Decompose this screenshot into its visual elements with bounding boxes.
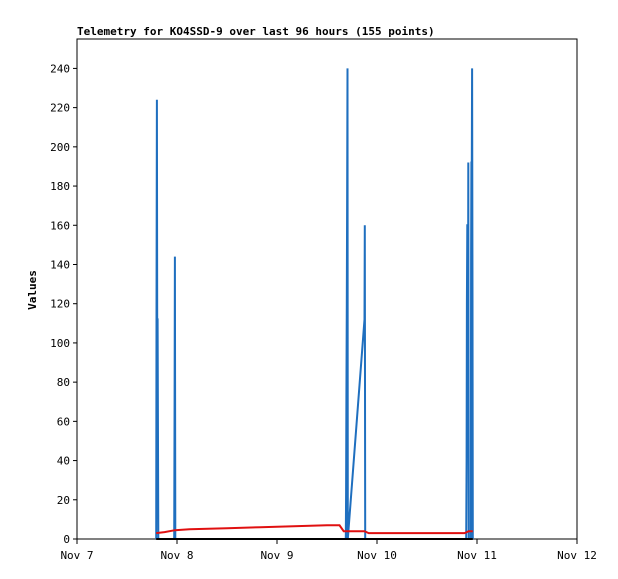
series-line-2: [156, 524, 473, 535]
y-tick-label: 120: [50, 298, 70, 311]
y-tick-label: 160: [50, 219, 70, 232]
y-tick-label: 220: [50, 102, 70, 115]
chart-title: Telemetry for KO4SSD-9 over last 96 hour…: [77, 25, 435, 38]
y-tick-label: 80: [57, 376, 70, 389]
y-tick-label: 60: [57, 415, 70, 428]
y-tick-label: 180: [50, 180, 70, 193]
y-tick-label: 40: [57, 455, 70, 468]
x-tick-label: Nov 9: [260, 549, 293, 562]
x-tick-label: Nov 10: [357, 549, 397, 562]
y-tick-label: 140: [50, 258, 70, 271]
y-tick-label: 20: [57, 494, 70, 507]
x-tick-label: Nov 12: [557, 549, 597, 562]
y-tick-label: 100: [50, 337, 70, 350]
x-tick-label: Nov 11: [457, 549, 497, 562]
y-tick-label: 0: [63, 533, 70, 546]
y-axis: 0 20 40 60 80 100 120 140 160 180 200 220 240: [50, 62, 77, 546]
plot-frame: [76, 38, 578, 540]
x-tick-label: Nov 7: [60, 549, 93, 562]
y-axis-label: Values: [26, 270, 39, 310]
x-axis: Nov 7 Nov 8 Nov 9 Nov 10 Nov 11 Nov 12: [60, 539, 597, 562]
x-tick-label: Nov 8: [160, 549, 193, 562]
series-layer: [155, 68, 474, 540]
y-tick-label: 200: [50, 141, 70, 154]
series-line-1: [155, 68, 474, 540]
y-tick-label: 240: [50, 62, 70, 75]
